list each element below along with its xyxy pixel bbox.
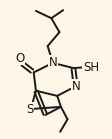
Text: N: N <box>71 80 80 93</box>
Text: O: O <box>15 52 24 65</box>
Text: N: N <box>48 56 57 69</box>
Text: S: S <box>26 103 33 116</box>
Text: SH: SH <box>82 61 98 74</box>
